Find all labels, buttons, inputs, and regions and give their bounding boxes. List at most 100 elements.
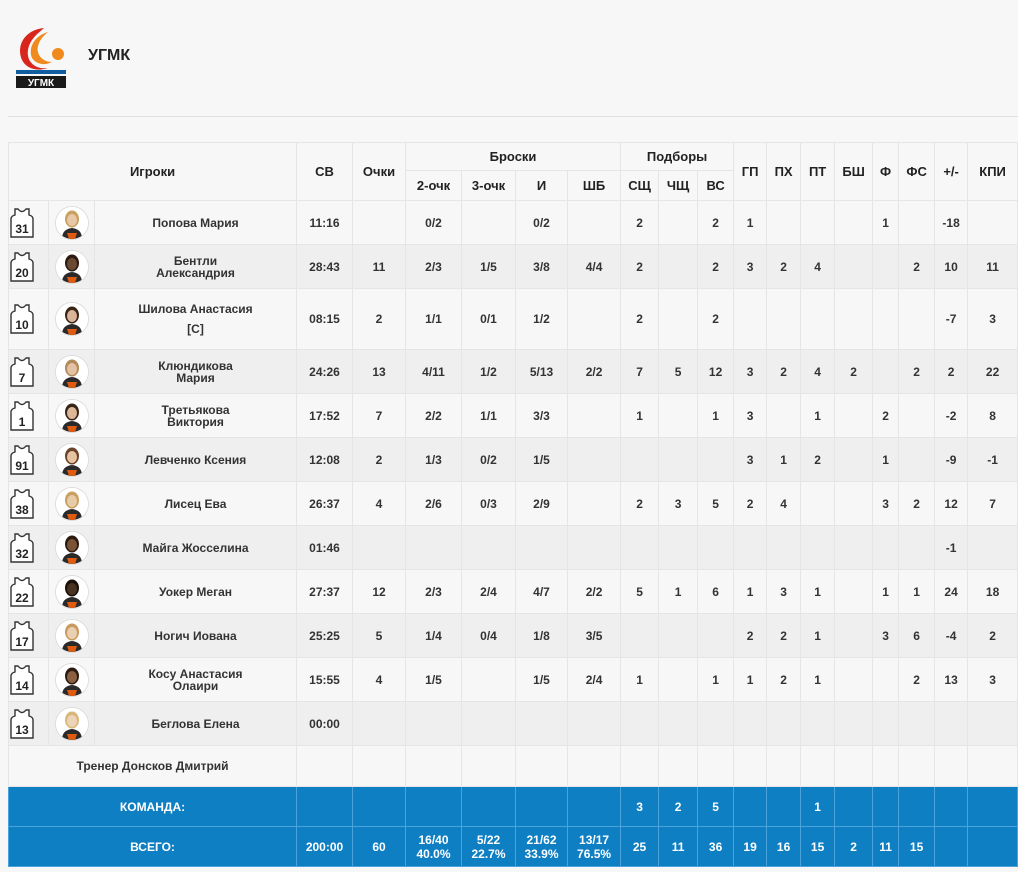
header-to[interactable]: ПХ: [766, 142, 802, 201]
player-row[interactable]: 20 Бентли Александрия 28:43 11 2/3 1/5 3/8 4/4 2 2…: [8, 244, 1018, 289]
player-name[interactable]: Беглова Елена: [93, 701, 298, 746]
total-two-made: 16/40: [418, 832, 449, 847]
stat-fd: [898, 288, 936, 350]
player-name[interactable]: Шилова Анастасия [C]: [93, 288, 298, 350]
header-fg[interactable]: И: [515, 170, 569, 201]
player-name[interactable]: Майга Жосселина: [93, 525, 298, 570]
player-avatar[interactable]: [54, 249, 89, 284]
stat-to: [766, 525, 802, 570]
stat-pts: 4: [352, 657, 407, 702]
player-avatar[interactable]: [54, 574, 89, 609]
stat-pm: 10: [934, 244, 969, 289]
total-fd: 15: [898, 826, 936, 867]
player-avatar[interactable]: [54, 398, 89, 433]
captain-badge: [C]: [187, 322, 204, 336]
header-ft[interactable]: ШБ: [567, 170, 622, 201]
player-name-line1: Бентли: [173, 253, 218, 268]
box-score-table: Игроки СВ Очки Броски Подборы ГП ПХ ПТ Б…: [7, 142, 1018, 867]
player-row[interactable]: 17 Ногич Иована 25:25 5 1/4 0/4 1/8 3/5 2 2 1 3 6 -4 2: [8, 613, 1018, 658]
header-pf[interactable]: Ф: [872, 142, 900, 201]
player-row[interactable]: 91 Левченко Ксения 12:08 2 1/3 0/2 1/5 3 1 2 1 -9 -1: [8, 437, 1018, 482]
player-avatar[interactable]: [54, 618, 89, 653]
coach-name[interactable]: Тренер Донсков Дмитрий: [7, 745, 298, 787]
player-avatar[interactable]: [54, 354, 89, 389]
stat-to: 4: [766, 481, 802, 526]
player-name[interactable]: Уокер Меган: [93, 569, 298, 614]
player-row[interactable]: 31 Попова Мария 11:16 0/2 0/2 2 2 1 1 -18: [8, 200, 1018, 245]
player-name[interactable]: Третьякова Виктория: [93, 393, 298, 438]
header-three[interactable]: 3-очк: [461, 170, 517, 201]
player-row[interactable]: 14 Косу Анастасия Олаири 15:55 4 1/5 1/5 2/4 1 1 1…: [8, 657, 1018, 702]
header-eff[interactable]: КПИ: [967, 142, 1018, 201]
player-avatar[interactable]: [54, 662, 89, 697]
player-name[interactable]: Ногич Иована: [93, 613, 298, 658]
stat-ast: [733, 525, 768, 570]
header-row-2: 2-очк 3-очк И ШБ СЩ ЧЩ ВС: [9, 170, 1018, 201]
player-row[interactable]: 22 Уокер Меган 27:37 12 2/3 2/4 4/7 2/2 5 1 6 1 3 1 1 1…: [8, 569, 1018, 614]
header-stl[interactable]: ПТ: [800, 142, 836, 201]
total-oreb: 11: [658, 826, 699, 867]
avatar-cell: [48, 244, 95, 289]
player-name[interactable]: Левченко Ксения: [93, 437, 298, 482]
stat-blk: 2: [834, 349, 874, 394]
stat-stl: 1: [800, 393, 836, 438]
stat-stl: 1: [800, 569, 836, 614]
avatar-cell: [48, 437, 95, 482]
jersey-number: 31: [15, 222, 29, 236]
header-players[interactable]: Игроки: [7, 142, 298, 201]
player-row[interactable]: 1 Третьякова Виктория 17:52 7 2/2 1/1 3/3 1 1 3 1 2-…: [8, 393, 1018, 438]
jersey-number: 14: [15, 679, 29, 693]
player-avatar[interactable]: [54, 530, 89, 565]
stat-three: 0/3: [461, 481, 517, 526]
header-pm[interactable]: +/-: [934, 142, 969, 201]
jersey-number: 91: [15, 459, 29, 473]
jersey-cell: 13: [8, 701, 49, 746]
player-name[interactable]: Косу Анастасия Олаири: [93, 657, 298, 702]
stat-pts: [352, 200, 407, 245]
stat-oreb: 3: [658, 481, 699, 526]
stat-pts: 2: [352, 288, 407, 350]
player-name-line1: Лисец Ева: [164, 496, 227, 511]
total-pts: 60: [352, 826, 407, 867]
header-two[interactable]: 2-очк: [405, 170, 463, 201]
header-ast[interactable]: ГП: [733, 142, 768, 201]
header-dreb[interactable]: СЩ: [620, 170, 660, 201]
stat-pts: 2: [352, 437, 407, 482]
stat-pf: [872, 349, 900, 394]
stat-three: 1/2: [461, 349, 517, 394]
stat-pts: 5: [352, 613, 407, 658]
header-min[interactable]: СВ: [296, 142, 354, 201]
player-row[interactable]: 38 Лисец Ева 26:37 4 2/6 0/3 2/9 2 3 5 2 4 3 2 12 7: [8, 481, 1018, 526]
team-row-label: КОМАНДА:: [7, 786, 298, 827]
player-row[interactable]: 13 Беглова Елена 00:00: [8, 701, 1018, 746]
stat-stl: 2: [800, 437, 836, 482]
jersey-icon: 32: [10, 532, 34, 563]
player-row[interactable]: 10 Шилова Анастасия [C] 08:15 2 1/1 0/1 1/2 2 2 -7…: [8, 288, 1018, 350]
player-name[interactable]: Лисец Ева: [93, 481, 298, 526]
header-blk[interactable]: БШ: [834, 142, 874, 201]
player-avatar[interactable]: [54, 205, 89, 240]
team-logo[interactable]: УГМК: [14, 24, 68, 88]
player-name[interactable]: Клюндикова Мария: [93, 349, 298, 394]
stat-pm: -9: [934, 437, 969, 482]
player-row[interactable]: 7 Клюндикова Мария 24:26 13 4/11 1/2 5/13 2/2 7 5 1…: [8, 349, 1018, 394]
team-dreb: 3: [620, 786, 660, 827]
player-name[interactable]: Бентли Александрия: [93, 244, 298, 289]
header-fd[interactable]: ФС: [898, 142, 936, 201]
stat-stl: [800, 525, 836, 570]
player-avatar[interactable]: [54, 442, 89, 477]
player-row[interactable]: 32 Майга Жосселина 01:46 -1: [8, 525, 1018, 570]
player-avatar[interactable]: [54, 486, 89, 521]
player-name-line1: Беглова Елена: [151, 716, 240, 731]
player-name[interactable]: Попова Мария: [93, 200, 298, 245]
header-treb[interactable]: ВС: [697, 170, 735, 201]
header-pts[interactable]: Очки: [352, 142, 407, 201]
header-oreb[interactable]: ЧЩ: [658, 170, 699, 201]
total-three-pct: 22.7%: [471, 846, 506, 861]
stat-two: [405, 701, 463, 746]
player-avatar[interactable]: [54, 706, 89, 741]
avatar-cell: [48, 349, 95, 394]
player-avatar[interactable]: [54, 302, 89, 336]
jersey-icon: 17: [10, 620, 34, 651]
avatar-cell: [48, 200, 95, 245]
